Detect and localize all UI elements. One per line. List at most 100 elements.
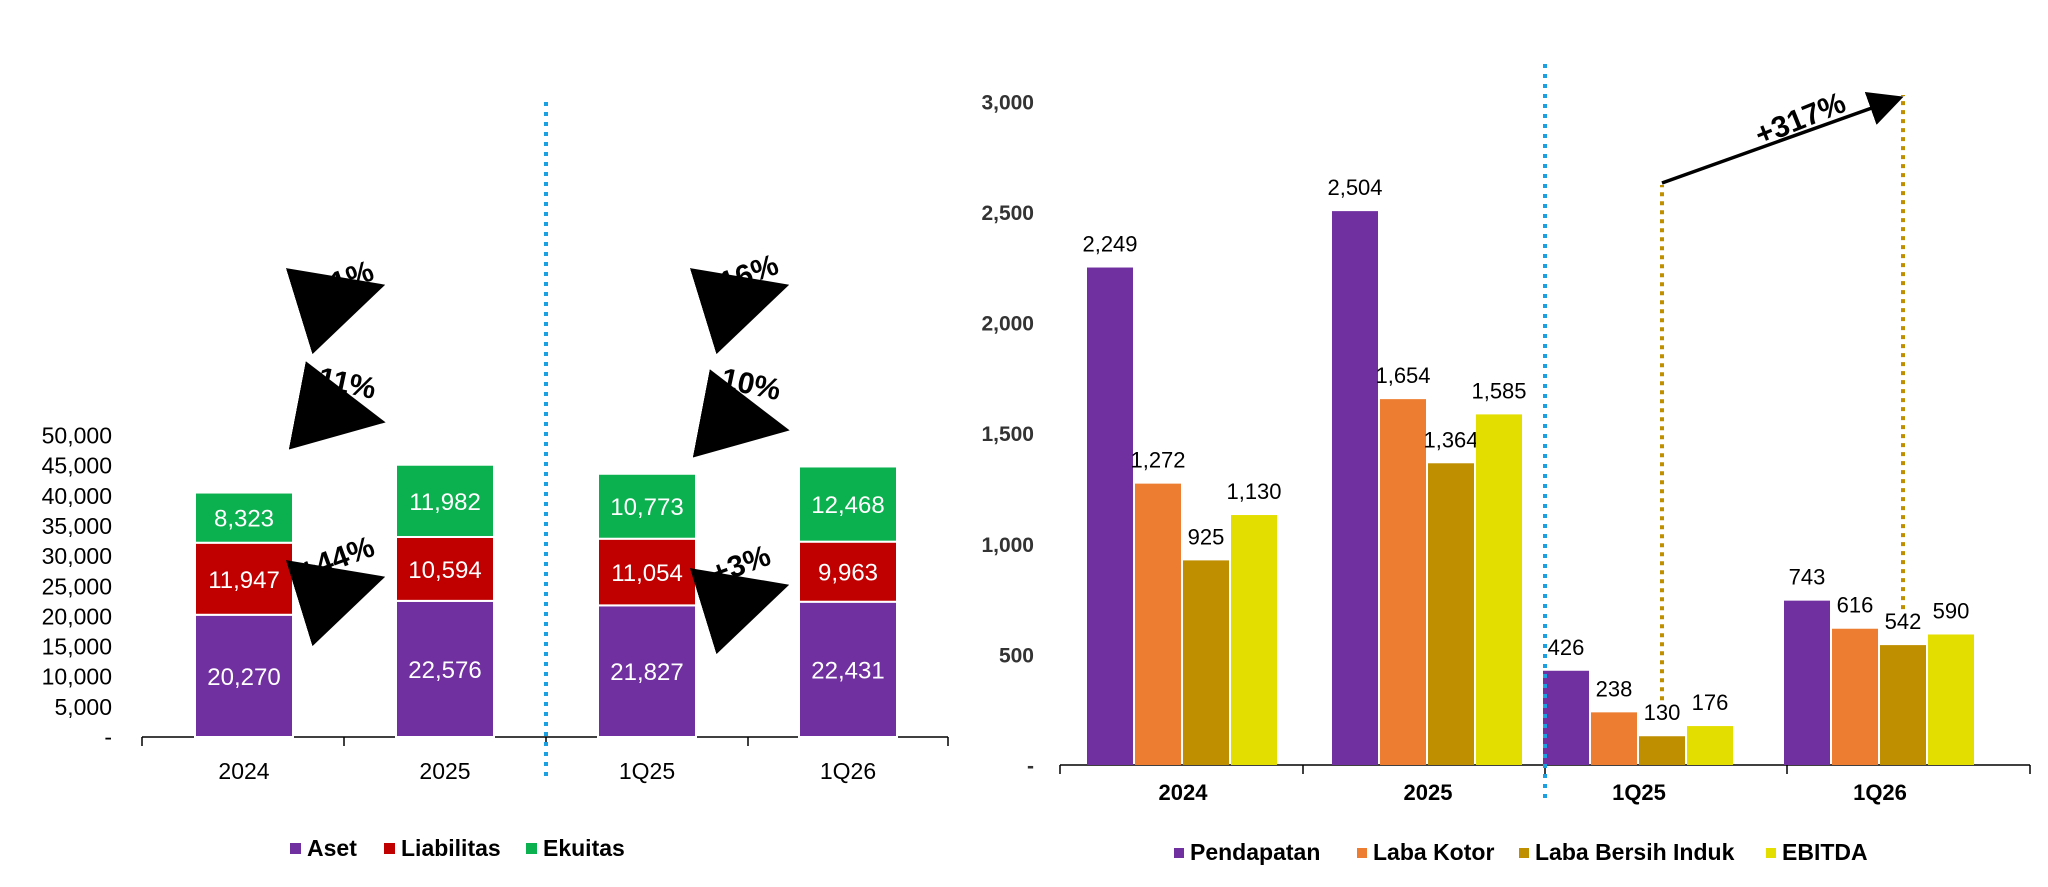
y-tick-label: 40,000 xyxy=(42,483,112,509)
y-tick-label: 5,000 xyxy=(54,694,112,720)
data-label: 12,468 xyxy=(811,492,884,519)
growth-label: -11% xyxy=(305,359,379,405)
data-label: 1,364 xyxy=(1423,427,1478,452)
data-label: 590 xyxy=(1933,598,1970,623)
data-label: 10,594 xyxy=(408,557,481,584)
bar-liabilitas-1q26 xyxy=(798,540,898,603)
legend-label: Laba Bersih Induk xyxy=(1535,839,1735,865)
growth-arrow xyxy=(288,361,386,450)
data-label: 1,585 xyxy=(1471,378,1526,403)
bar-pendapatan-1q26 xyxy=(1784,600,1830,765)
bar-pendapatan-2025 xyxy=(1332,211,1378,765)
data-label: 11,054 xyxy=(611,560,683,587)
y-tick-label: - xyxy=(1027,755,1034,778)
x-tick-label: 2024 xyxy=(1159,780,1209,805)
bar-liabilitas-2025 xyxy=(395,535,495,602)
data-label: 2,249 xyxy=(1082,232,1137,257)
x-tick-label: 1Q26 xyxy=(1853,780,1907,805)
bar-laba-kotor-2024 xyxy=(1135,483,1181,765)
growth-arrow xyxy=(689,268,790,355)
legend-swatch xyxy=(1357,848,1367,858)
y-tick-label: 15,000 xyxy=(42,634,112,660)
data-label: 925 xyxy=(1188,524,1225,549)
bar-laba-kotor-1q25 xyxy=(1591,712,1637,765)
data-label: 616 xyxy=(1837,593,1874,618)
data-label: 22,576 xyxy=(408,657,481,684)
data-label: 2,504 xyxy=(1327,175,1382,200)
data-label: 426 xyxy=(1548,635,1585,660)
data-label: 11,947 xyxy=(208,567,280,594)
bar-pendapatan-1q25 xyxy=(1543,670,1589,765)
y-tick-label: 10,000 xyxy=(42,664,112,690)
y-tick-label: 2,500 xyxy=(981,202,1034,225)
growth-arrow xyxy=(692,369,790,458)
bar-ebitda-2024 xyxy=(1231,515,1277,765)
legend-swatch xyxy=(290,843,301,854)
legend-label: Liabilitas xyxy=(401,835,501,861)
data-label: 1,130 xyxy=(1226,479,1281,504)
bar-laba-bersih-induk-2025 xyxy=(1428,463,1474,765)
bar-ekuitas-1q25 xyxy=(597,472,697,540)
legend-swatch xyxy=(384,843,395,854)
data-label: 21,827 xyxy=(610,659,683,686)
y-tick-label: 1,500 xyxy=(981,423,1034,446)
bar-liabilitas-1q25 xyxy=(597,537,697,607)
legend-label: Aset xyxy=(307,835,357,861)
bar-pendapatan-2024 xyxy=(1087,267,1133,765)
y-tick-label: 25,000 xyxy=(42,573,112,599)
growth-arrow xyxy=(285,560,386,647)
growth-arrow xyxy=(689,568,790,655)
bar-laba-bersih-induk-2024 xyxy=(1183,560,1229,765)
legend-swatch xyxy=(1766,848,1776,858)
x-tick-label: 2025 xyxy=(419,758,470,784)
data-label: 11,982 xyxy=(409,489,481,516)
data-label: 238 xyxy=(1596,676,1633,701)
bar-ekuitas-2024 xyxy=(194,491,294,544)
y-tick-label: 20,000 xyxy=(42,603,112,629)
growth-arrow xyxy=(285,268,386,355)
bar-aset-1q25 xyxy=(597,604,697,738)
data-label: 22,431 xyxy=(811,657,884,684)
growth-arrow xyxy=(1661,91,1904,185)
y-tick-label: - xyxy=(104,724,112,750)
data-label: 542 xyxy=(1885,609,1922,634)
growth-label: +317% xyxy=(1751,86,1851,152)
growth-label: -10% xyxy=(708,360,783,407)
data-label: 743 xyxy=(1789,565,1826,590)
bar-laba-bersih-induk-1q26 xyxy=(1880,645,1926,765)
bar-laba-kotor-1q26 xyxy=(1832,628,1878,765)
growth-label: +3% xyxy=(706,539,775,591)
x-tick-label: 1Q25 xyxy=(1612,780,1666,805)
legend-swatch xyxy=(1174,848,1184,858)
y-tick-label: 50,000 xyxy=(42,423,112,449)
bar-ekuitas-1q26 xyxy=(798,465,898,543)
bar-aset-1q26 xyxy=(798,600,898,739)
bar-aset-2024 xyxy=(194,613,294,739)
data-label: 10,773 xyxy=(610,494,683,521)
y-tick-label: 45,000 xyxy=(42,453,112,479)
data-label: 9,963 xyxy=(818,560,878,587)
legend-label: Ekuitas xyxy=(543,835,625,861)
x-tick-label: 1Q26 xyxy=(820,758,876,784)
x-tick-label: 1Q25 xyxy=(619,758,675,784)
legend-label: Laba Kotor xyxy=(1373,839,1494,865)
legend-swatch xyxy=(1519,848,1529,858)
legend-label: Pendapatan xyxy=(1190,839,1320,865)
data-label: 8,323 xyxy=(214,506,274,533)
y-tick-label: 30,000 xyxy=(42,543,112,569)
bar-ebitda-1q26 xyxy=(1928,634,1974,765)
y-tick-label: 35,000 xyxy=(42,513,112,539)
data-label: 176 xyxy=(1692,690,1729,715)
bar-ebitda-1q25 xyxy=(1687,726,1733,765)
data-label: 130 xyxy=(1644,700,1681,725)
left-chart-balance-sheet: - 5,000 10,000 15,000 20,000 25,000 30,000 35,0… xyxy=(42,102,949,861)
bar-laba-bersih-induk-1q25 xyxy=(1639,736,1685,765)
legend-swatch xyxy=(526,843,537,854)
y-tick-label: 2,000 xyxy=(981,313,1034,336)
bar-laba-kotor-2025 xyxy=(1380,399,1426,765)
right-chart-income: - 500 1,000 1,500 2,000 2,500 3,000 2,249 1,272 9… xyxy=(981,64,2031,865)
x-tick-label: 2024 xyxy=(218,758,269,784)
legend-label: EBITDA xyxy=(1782,839,1868,865)
y-tick-label: 1,000 xyxy=(981,534,1034,557)
data-label: 1,272 xyxy=(1130,448,1185,473)
